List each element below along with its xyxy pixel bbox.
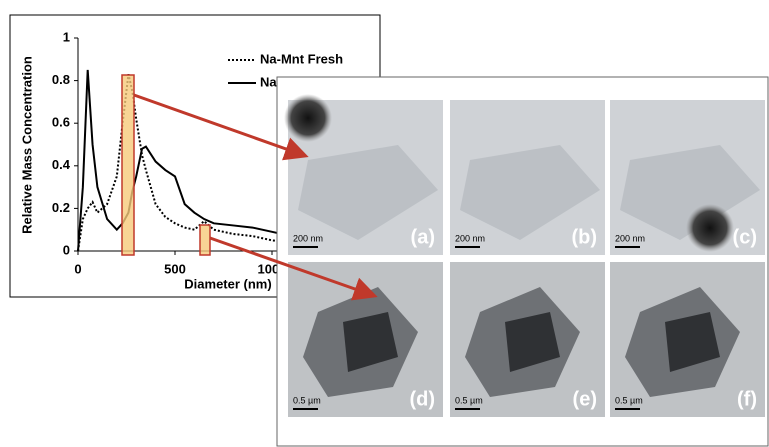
y-tick-label: 0 [63, 242, 70, 257]
scale-label: 200 nm [455, 233, 485, 243]
annotations [133, 93, 378, 301]
arrow [209, 236, 378, 301]
y-tick-label: 0.2 [52, 200, 70, 215]
x-tick-label: 0 [74, 261, 81, 276]
micrograph-feature [460, 145, 600, 240]
scale-label: 0.5 µm [615, 395, 643, 405]
micrograph-feature [298, 145, 438, 240]
panel-label: (c) [733, 226, 757, 248]
legend-label: Na-Mnt Fresh [260, 51, 343, 66]
y-tick-label: 0.4 [52, 157, 71, 172]
scale-label: 200 nm [615, 233, 645, 243]
y-tick-label: 0.6 [52, 115, 70, 130]
scale-label: 200 nm [293, 233, 323, 243]
series-line [77, 69, 312, 252]
panel-label: (b) [571, 226, 597, 248]
y-tick-label: 1 [63, 29, 70, 44]
arrow [133, 93, 309, 161]
panel-label: (e) [573, 388, 597, 410]
scale-label: 0.5 µm [455, 395, 483, 405]
x-axis-title: Diameter (nm) [184, 276, 271, 291]
panel-label: (a) [411, 226, 435, 248]
micrograph-feature [505, 312, 560, 372]
micrograph-feature [665, 312, 720, 372]
y-axis-title: Relative Mass Concentration [19, 56, 34, 234]
highlight-box [121, 74, 135, 256]
image-panel: (a) 200 nm (b) 200 nm (c) 200 nm (d) 0.5 µm (e) 0… [276, 76, 769, 447]
micrograph-feature [284, 94, 332, 142]
legend-label: Na [260, 74, 277, 89]
micrograph-feature [343, 312, 398, 372]
panel-label: (f) [737, 388, 757, 410]
x-tick-label: 500 [164, 261, 186, 276]
scale-label: 0.5 µm [293, 395, 321, 405]
micrograph-feature [620, 145, 760, 240]
y-tick-label: 0.8 [52, 72, 70, 87]
panel-label: (d) [409, 388, 435, 410]
micrograph-feature [686, 204, 734, 252]
highlight-box [199, 224, 211, 256]
